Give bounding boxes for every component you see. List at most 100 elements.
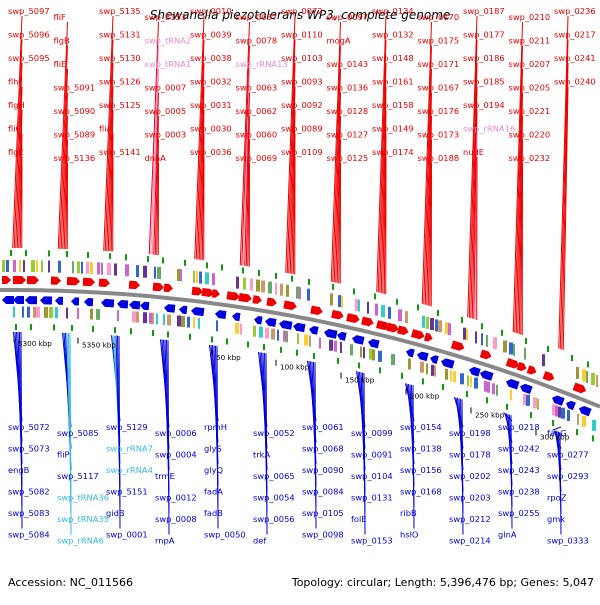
inner-tick: [442, 384, 444, 390]
minus-cog-band: [445, 369, 448, 380]
plus-gene-label: swp_rRNA16: [463, 124, 515, 134]
inner-tick: [530, 412, 532, 418]
plus-gene-label: nudE: [463, 147, 484, 157]
minus-strand-gene-arrow: [565, 399, 576, 410]
minus-strand-gene-arrow: [84, 298, 93, 306]
plus-gene-label: swp_0232: [509, 153, 551, 163]
plus-gene-label: swp_0207: [509, 59, 551, 69]
minus-strand-gene-arrow: [164, 304, 176, 313]
plus-gene-label: swp_0170: [418, 12, 460, 22]
minus-gene-label: swp_0138: [400, 444, 442, 454]
plus-cog-band: [19, 260, 21, 272]
minus-cog-band: [152, 313, 154, 324]
minus-gene-label: ribB: [400, 508, 417, 518]
plus-gene-label: dnaA: [145, 153, 167, 163]
plus-cog-band: [463, 328, 466, 340]
plus-gene-label: swp_0132: [372, 30, 414, 40]
minus-cog-band: [474, 378, 478, 389]
minus-strand-gene-arrow: [25, 296, 37, 304]
plus-gene-label: swp_5126: [99, 77, 141, 87]
minus-cog-band: [492, 383, 495, 394]
minus-gene-label: swp_0050: [204, 530, 246, 540]
outer-tick: [206, 262, 208, 268]
minus-cog-band: [329, 340, 333, 351]
minus-cog-band: [167, 315, 171, 326]
plus-cog-band: [23, 260, 25, 272]
scale-tick-label: 150 kbp: [345, 376, 375, 385]
plus-gene-label: swp_5153: [145, 12, 187, 22]
plus-cog-band: [41, 260, 43, 272]
minus-gene-label: swp_0178: [449, 450, 491, 460]
plus-strand-gene-arrow: [83, 278, 95, 287]
inner-tick: [379, 367, 381, 373]
plus-strand-gene-arrow: [517, 362, 528, 373]
plus-cog-band: [196, 271, 198, 283]
plus-cog-band: [125, 264, 129, 276]
minus-leader-line: [266, 353, 267, 534]
minus-gene-label: swp_rRNA7: [106, 444, 153, 454]
minus-strand-gene-arrow: [278, 320, 292, 330]
plus-strand-gene-arrow: [451, 341, 466, 352]
minus-gene-label: swp_0156: [400, 465, 442, 475]
minus-gene-label: swp_0153: [351, 536, 393, 546]
minus-cog-band: [510, 389, 512, 400]
minus-cog-band: [216, 320, 218, 331]
minus-cog-band: [360, 347, 362, 358]
plus-gene-label: swp_0240: [554, 77, 596, 87]
minus-cog-band: [198, 318, 200, 329]
plus-cog-band: [341, 296, 343, 308]
minus-cog-band: [13, 307, 15, 318]
plus-gene-label: swp_0128: [327, 106, 369, 116]
plus-gene-label: swp_0005: [145, 106, 187, 116]
plus-gene-label: swp_5095: [8, 53, 50, 63]
plus-gene-label: swp_0210: [509, 12, 551, 22]
plus-gene-label: swp_0158: [372, 100, 414, 110]
minus-leader-line: [217, 346, 218, 529]
plus-cog-band: [398, 309, 402, 321]
plus-strand-gene-arrow: [331, 310, 344, 320]
plus-cog-band: [466, 329, 468, 341]
minus-gene-label: rpmH: [204, 422, 227, 432]
plus-cog-band: [358, 300, 360, 312]
minus-gene-label: gidB: [106, 508, 125, 518]
plus-gene-label: swp_0030: [190, 124, 232, 134]
plus-gene-label: swp_0109: [281, 147, 323, 157]
plus-gene-label: swp_0187: [463, 6, 505, 16]
plus-cog-band: [448, 323, 451, 335]
minus-cog-band: [156, 313, 158, 324]
plus-gene-label: swp_0110: [281, 30, 323, 40]
minus-strand-gene-arrow: [231, 312, 240, 321]
minus-gene-label: swp_0052: [253, 428, 295, 438]
plus-cog-band: [435, 319, 438, 331]
plus-strand-gene-arrow: [527, 365, 538, 376]
plus-cog-band: [114, 264, 117, 276]
inner-tick: [130, 328, 132, 334]
minus-cog-band: [526, 395, 530, 406]
plus-gene-label: swp_0161: [372, 77, 414, 87]
plus-cog-band: [275, 283, 277, 295]
minus-gene-label: swp_0091: [351, 450, 393, 460]
plus-strand-gene-arrow: [67, 277, 80, 285]
inner-tick: [263, 344, 265, 350]
minus-cog-band: [286, 331, 288, 342]
outer-tick: [525, 338, 527, 344]
inner-tick: [552, 420, 554, 426]
plus-cog-band: [430, 318, 434, 330]
minus-cog-band: [378, 351, 382, 362]
minus-cog-band: [319, 338, 321, 349]
minus-cog-band: [55, 307, 58, 318]
plus-cog-band: [367, 302, 369, 314]
plus-cog-band: [509, 343, 513, 355]
plus-gene-label: swp_0007: [145, 83, 187, 93]
plus-cog-band: [268, 282, 272, 294]
plus-gene-label: flhF: [8, 77, 23, 87]
minus-gene-label: swp_0105: [302, 508, 344, 518]
minus-gene-label: swp_0084: [302, 487, 344, 497]
outer-tick: [571, 355, 573, 361]
outer-tick: [417, 304, 419, 310]
inner-tick: [92, 326, 94, 332]
minus-cog-band: [496, 385, 498, 396]
minus-gene-label: swp_0099: [351, 428, 393, 438]
minus-gene-label: swp_0131: [351, 493, 393, 503]
